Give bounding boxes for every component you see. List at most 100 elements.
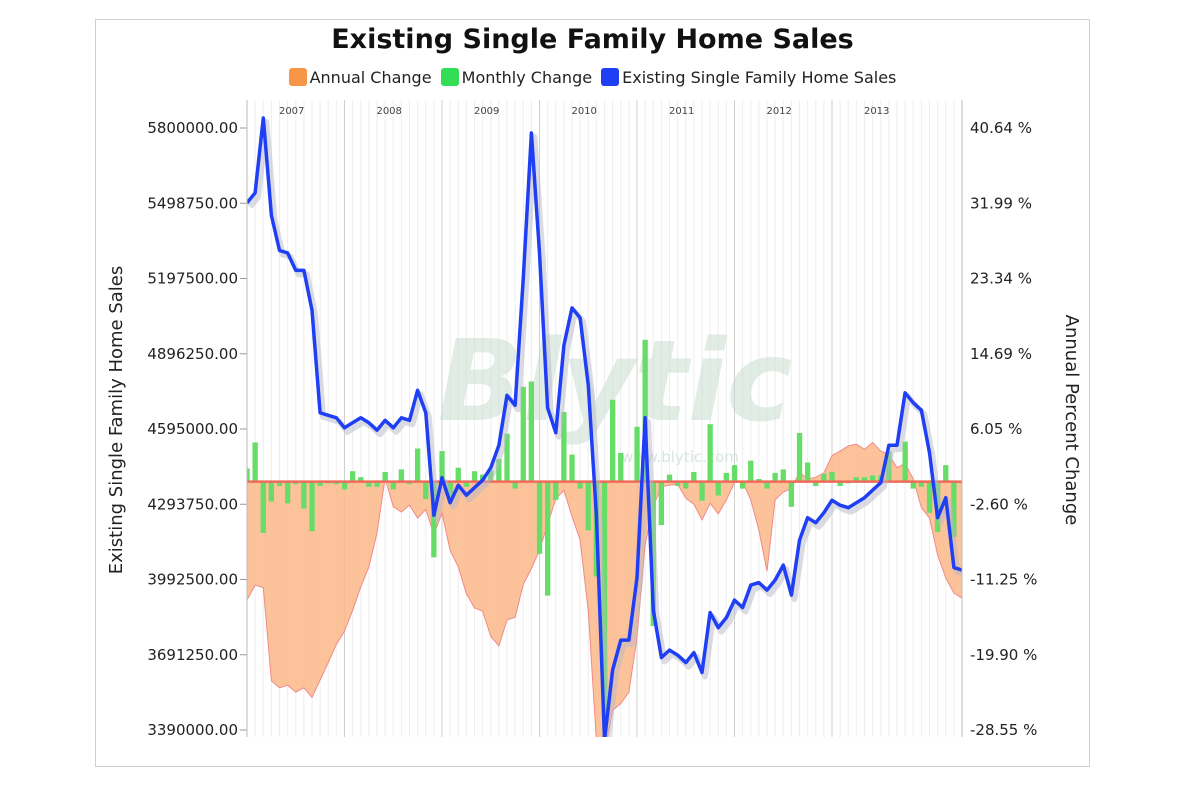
y-tick-right: -11.25 % — [970, 571, 1037, 589]
monthly-change-bar — [658, 481, 664, 526]
legend-label-sales: Existing Single Family Home Sales — [622, 68, 897, 87]
y-tick-right: -28.55 % — [970, 721, 1037, 739]
monthly-change-bar — [285, 481, 291, 504]
monthly-change-bar — [796, 432, 803, 482]
monthly-change-bar — [423, 481, 429, 499]
y-tick-right: 14.69 % — [970, 345, 1032, 363]
y-axis-label-right: Annual Percent Change — [1061, 315, 1082, 526]
annual-change-outline — [247, 441, 962, 737]
legend-item-annual[interactable]: Annual Change — [288, 68, 432, 87]
legend-item-sales[interactable]: Existing Single Family Home Sales — [601, 68, 896, 87]
monthly-change-bar — [366, 481, 372, 487]
monthly-change-bar — [561, 412, 567, 482]
monthly-change-bar — [406, 481, 413, 485]
monthly-change-bar — [837, 481, 843, 486]
monthly-change-bar — [683, 481, 689, 489]
monthly-change-bar — [870, 475, 876, 482]
monthly-change-bar — [805, 462, 811, 482]
monthly-change-bar — [390, 481, 396, 490]
year-labels: 2007 2008 2009 2010 2011 2012 2013 — [279, 106, 889, 117]
monthly-change-bar — [756, 479, 762, 482]
legend: Annual Change Monthly Change Existing Si… — [0, 67, 1185, 87]
monthly-change-bar — [382, 472, 388, 482]
monthly-change-bar — [585, 481, 591, 531]
year-label: 2010 — [571, 106, 596, 117]
monthly-change-bar — [642, 339, 648, 482]
monthly-change-bar — [902, 441, 908, 482]
monthly-change-bar — [247, 468, 250, 482]
monthly-change-bar — [398, 469, 404, 482]
y-tick-left: 5197500.00 — [147, 270, 238, 288]
monthly-change-bar — [309, 481, 315, 532]
monthly-change-bar — [861, 477, 868, 482]
sales-line — [247, 116, 962, 737]
monthly-change-bar — [577, 481, 583, 489]
monthly-change-bar — [723, 472, 729, 482]
monthly-change-bar — [504, 433, 510, 482]
monthly-change-bar — [764, 481, 770, 489]
monthly-change-bar — [666, 474, 673, 482]
year-label: 2011 — [669, 106, 694, 117]
monthly-change-bar — [350, 471, 356, 482]
monthly-change-bar — [341, 481, 348, 490]
monthly-change-bar — [358, 477, 364, 482]
monthly-change-bar — [943, 465, 949, 482]
monthly-change-bar — [634, 426, 640, 482]
y-tick-left: 3390000.00 — [147, 721, 238, 739]
monthly-change-bar — [740, 481, 746, 489]
y-tick-right: -19.90 % — [970, 646, 1037, 664]
monthly-change-bar — [463, 481, 469, 487]
monthly-change-bar — [252, 442, 258, 482]
y-tick-right: -2.60 % — [970, 495, 1028, 513]
y-axis-label-left: Existing Single Family Home Sales — [106, 266, 127, 575]
monthly-change-bar — [496, 459, 502, 482]
monthly-change-bar — [853, 477, 859, 482]
monthly-change-bar — [707, 424, 713, 482]
sales-line-layer — [247, 116, 962, 737]
y-tick-right: 40.64 % — [970, 119, 1032, 137]
y-tick-left: 5800000.00 — [147, 119, 238, 137]
monthly-change-bar — [772, 472, 778, 482]
monthly-change-bar — [553, 481, 559, 500]
monthly-change-bar — [788, 481, 794, 507]
monthly-change-bar — [512, 481, 518, 489]
monthly-change-bar — [691, 472, 697, 482]
monthly-change-bar — [545, 481, 551, 596]
year-label: 2007 — [279, 106, 304, 117]
year-label: 2013 — [864, 106, 889, 117]
y-tick-right: 31.99 % — [970, 194, 1032, 212]
right-axis: 40.64 % 31.99 % 23.34 % 14.69 % 6.05 % -2.60 … — [961, 100, 1037, 739]
monthly-change-bar — [829, 472, 835, 482]
monthly-change-bar — [455, 467, 461, 482]
monthly-change-bar — [439, 451, 445, 482]
monthly-change-bar — [293, 481, 299, 485]
monthly-change-bar — [715, 481, 721, 496]
legend-swatch-annual — [288, 68, 307, 86]
legend-label-monthly: Monthly Change — [461, 68, 593, 87]
y-tick-left: 4293750.00 — [147, 495, 238, 513]
legend-item-monthly[interactable]: Monthly Change — [440, 68, 593, 87]
year-label: 2009 — [474, 106, 499, 117]
monthly-change-bar — [260, 481, 266, 533]
monthly-change-bar — [699, 481, 705, 501]
monthly-change-bar — [415, 448, 421, 482]
year-label: 2012 — [766, 106, 791, 117]
y-tick-left: 4896250.00 — [147, 345, 238, 363]
y-tick-left: 5498750.00 — [147, 194, 238, 212]
y-tick-right: 6.05 % — [970, 420, 1022, 438]
monthly-change-bar — [569, 454, 575, 482]
y-tick-left: 3691250.00 — [147, 646, 238, 664]
monthly-change-bar — [748, 460, 754, 482]
monthly-change-bar — [471, 471, 478, 482]
monthly-change-bar — [374, 481, 380, 487]
monthly-change-bar — [610, 399, 616, 482]
monthly-change-bar — [333, 481, 339, 485]
monthly-change-bar — [618, 452, 624, 482]
monthly-change-bar — [528, 381, 534, 482]
legend-swatch-sales — [601, 68, 620, 86]
monthly-change-bar — [780, 469, 786, 482]
y-tick-left: 3992500.00 — [147, 571, 238, 589]
year-label: 2008 — [376, 106, 401, 117]
monthly-change-bar — [675, 481, 681, 486]
